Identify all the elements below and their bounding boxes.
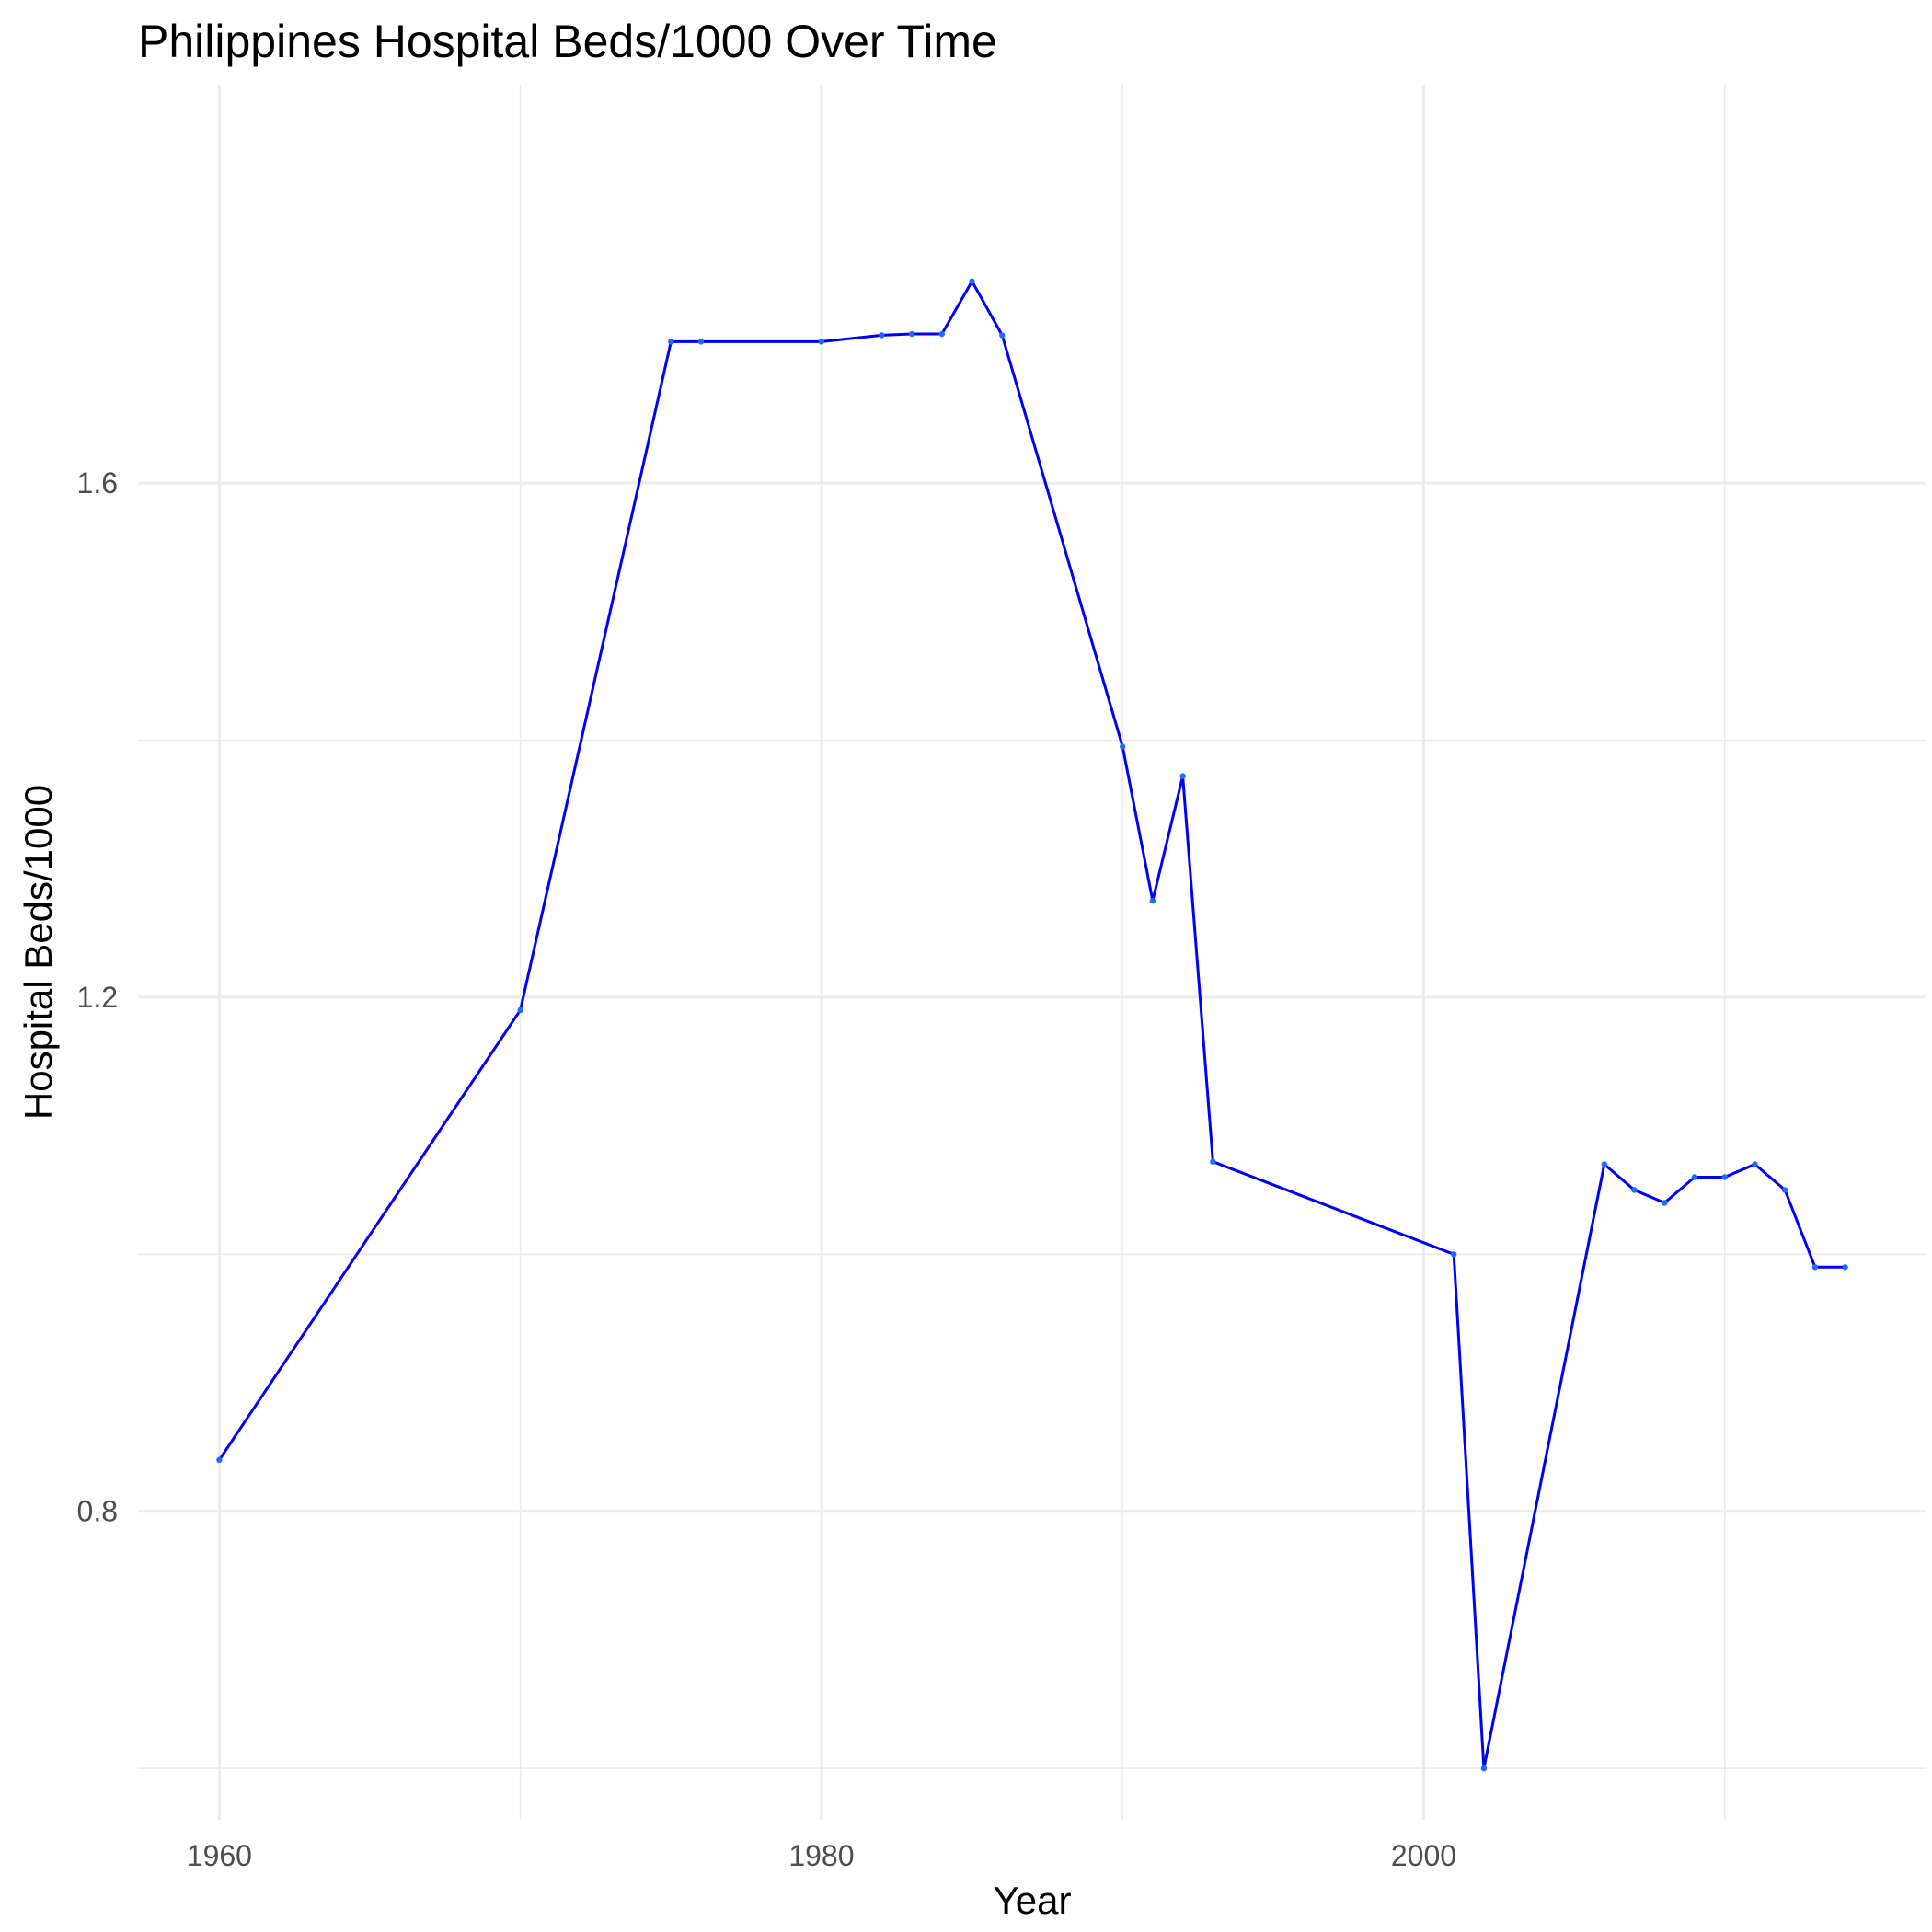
data-point bbox=[1480, 1765, 1488, 1772]
data-point bbox=[1691, 1174, 1698, 1180]
data-point bbox=[668, 339, 674, 345]
data-point bbox=[216, 1456, 223, 1464]
data-point bbox=[969, 278, 975, 284]
x-tick-label: 1980 bbox=[788, 1839, 854, 1872]
y-axis-title: Hospital Beds/1000 bbox=[17, 785, 60, 1120]
data-point bbox=[818, 339, 825, 345]
series-layer bbox=[216, 278, 1848, 1772]
data-point bbox=[1781, 1187, 1788, 1193]
data-point bbox=[1119, 743, 1126, 750]
y-tick-label: 0.8 bbox=[77, 1495, 118, 1528]
data-point bbox=[1662, 1200, 1668, 1206]
data-point bbox=[1450, 1251, 1457, 1258]
data-point bbox=[999, 332, 1006, 339]
data-point bbox=[879, 332, 885, 339]
data-point bbox=[1210, 1158, 1216, 1165]
data-point bbox=[908, 330, 915, 338]
data-point bbox=[1752, 1161, 1758, 1167]
x-axis-title: Year bbox=[994, 1879, 1072, 1922]
grid bbox=[138, 85, 1926, 1820]
x-tick-label: 2000 bbox=[1391, 1839, 1456, 1872]
data-point bbox=[938, 330, 946, 338]
data-point bbox=[1601, 1161, 1608, 1167]
x-tick-label: 1960 bbox=[187, 1839, 252, 1872]
data-point bbox=[517, 1006, 523, 1014]
tick-labels: 1960 1980 2000 0.8 1.2 1.6 bbox=[77, 466, 1457, 1872]
data-point bbox=[697, 339, 705, 345]
data-point bbox=[1179, 773, 1186, 779]
data-point bbox=[1811, 1264, 1819, 1271]
series-line bbox=[218, 280, 1846, 1770]
data-point bbox=[1631, 1187, 1638, 1193]
data-point bbox=[1149, 897, 1156, 904]
data-point bbox=[1842, 1264, 1848, 1271]
data-point bbox=[1721, 1174, 1728, 1180]
y-tick-label: 1.6 bbox=[77, 466, 118, 500]
chart-title: Philippines Hospital Beds/1000 Over Time bbox=[138, 16, 997, 67]
y-tick-label: 1.2 bbox=[77, 981, 118, 1014]
